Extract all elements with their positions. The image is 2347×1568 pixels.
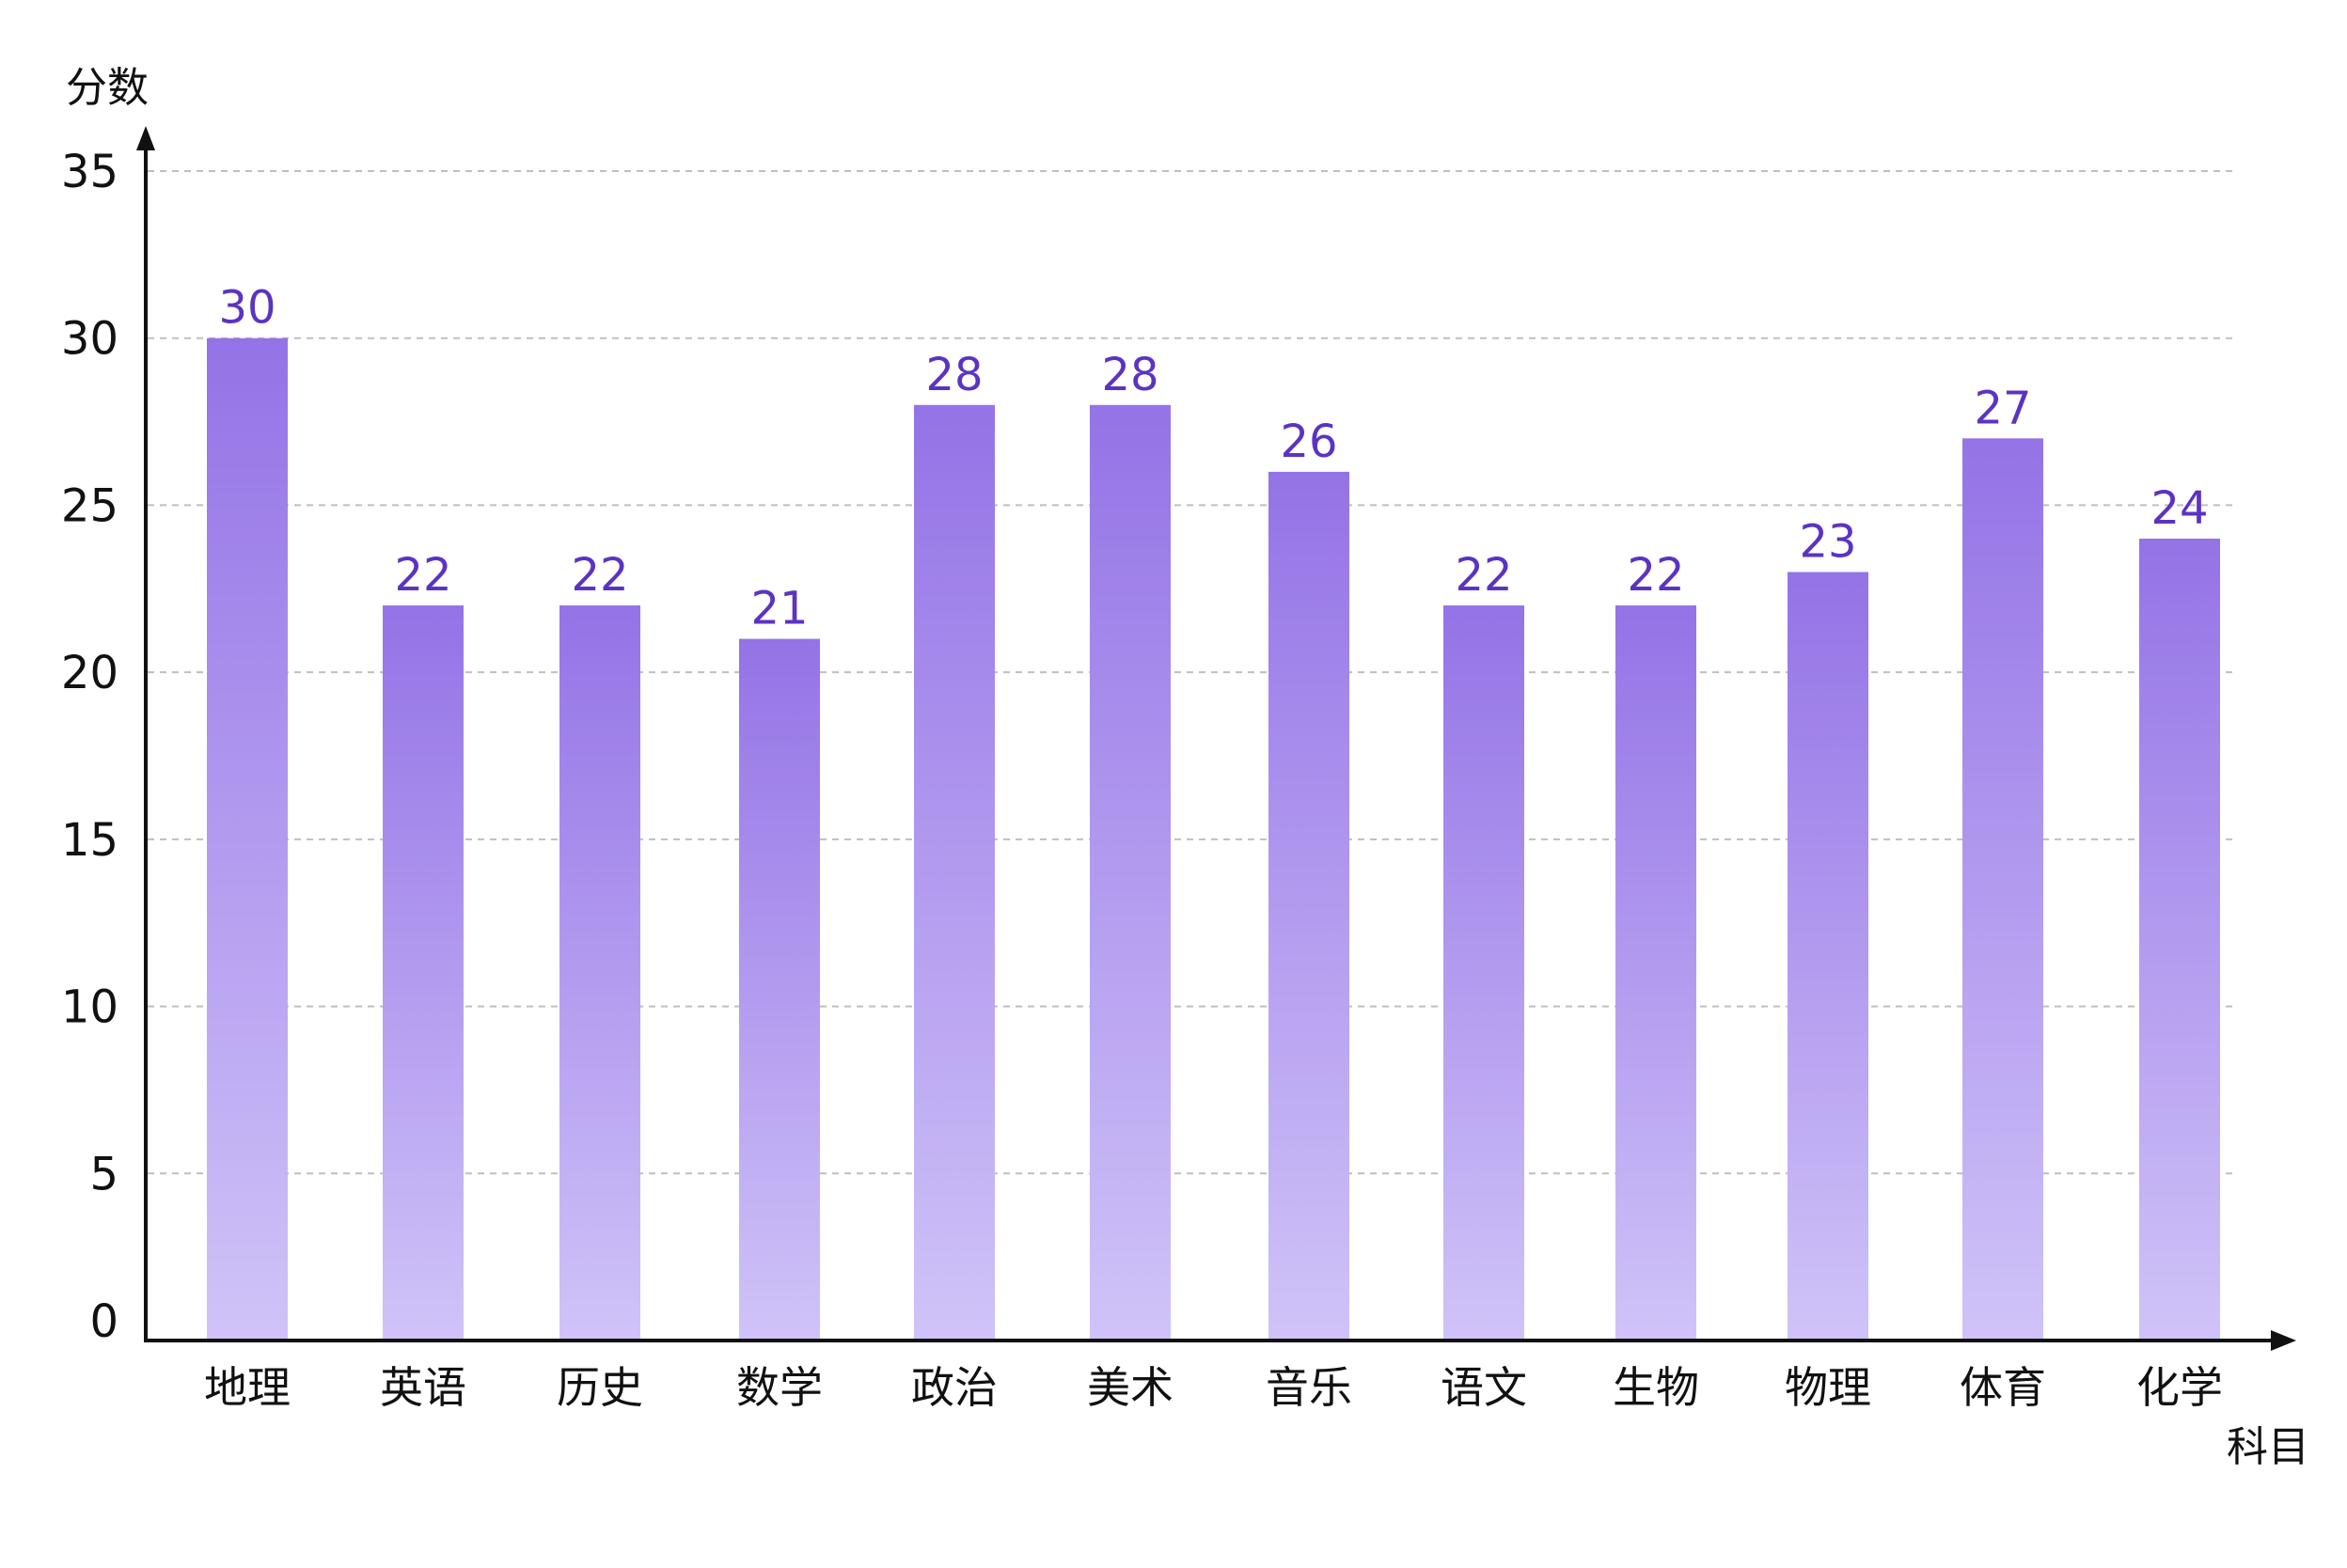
bar bbox=[383, 605, 464, 1341]
bars bbox=[207, 337, 2220, 1341]
bar bbox=[739, 638, 820, 1341]
bar bbox=[207, 337, 288, 1341]
data-label: 22 bbox=[1627, 549, 1684, 602]
y-tick-label: 15 bbox=[61, 814, 118, 867]
x-category-label: 生物 bbox=[1613, 1362, 1699, 1413]
x-category-label: 数学 bbox=[736, 1362, 823, 1413]
bar bbox=[914, 404, 995, 1341]
x-category-labels: 地理 英语 历史 数学 政治 美术 音乐 语文 生物 物理 体育 化学 bbox=[204, 1362, 2223, 1413]
y-tick-label: 10 bbox=[61, 981, 118, 1034]
x-category-label: 体育 bbox=[1960, 1362, 2046, 1413]
bar bbox=[1788, 572, 1868, 1341]
x-category-label: 物理 bbox=[1785, 1362, 1871, 1413]
x-category-label: 语文 bbox=[1441, 1362, 1527, 1413]
x-category-label: 美术 bbox=[1087, 1362, 1174, 1413]
data-label: 24 bbox=[2150, 482, 2208, 535]
x-category-label: 历史 bbox=[557, 1362, 643, 1413]
grid-lines bbox=[148, 170, 2233, 1175]
y-tick-label: 25 bbox=[61, 479, 118, 532]
y-axis-title: 分数 bbox=[66, 64, 149, 112]
y-tick-label: 20 bbox=[61, 647, 118, 699]
data-label: 23 bbox=[1799, 516, 1856, 569]
bar bbox=[1443, 605, 1524, 1341]
bar bbox=[1268, 471, 1349, 1341]
axes bbox=[136, 126, 2296, 1351]
x-axis-arrow-icon bbox=[2271, 1330, 2296, 1351]
data-label: 28 bbox=[925, 349, 983, 401]
x-category-label: 音乐 bbox=[1266, 1362, 1352, 1413]
x-category-label: 地理 bbox=[204, 1362, 291, 1413]
y-tick-labels: 0 5 10 15 20 25 30 35 bbox=[61, 146, 118, 1348]
bar bbox=[1615, 605, 1696, 1341]
bar bbox=[1090, 404, 1171, 1341]
value-labels: 30 22 22 21 28 28 26 22 22 23 27 24 bbox=[218, 282, 2208, 635]
data-label: 26 bbox=[1280, 416, 1337, 468]
data-label: 28 bbox=[1101, 349, 1158, 401]
y-tick-label: 35 bbox=[61, 146, 118, 198]
y-axis-arrow-icon bbox=[136, 126, 155, 150]
x-category-label: 政治 bbox=[911, 1362, 998, 1413]
x-category-label: 化学 bbox=[2136, 1362, 2223, 1413]
y-tick-label: 0 bbox=[89, 1295, 118, 1348]
data-label: 30 bbox=[218, 282, 276, 335]
y-tick-label: 30 bbox=[61, 313, 118, 366]
x-category-label: 英语 bbox=[380, 1362, 466, 1413]
data-label: 22 bbox=[394, 549, 451, 602]
y-tick-label: 5 bbox=[89, 1148, 118, 1200]
bar bbox=[2139, 538, 2220, 1341]
data-label: 21 bbox=[750, 583, 808, 635]
data-label: 27 bbox=[1974, 382, 2031, 434]
data-label: 22 bbox=[1455, 549, 1512, 602]
x-axis-title: 科目 bbox=[2227, 1423, 2309, 1471]
data-label: 22 bbox=[571, 549, 628, 602]
bar bbox=[559, 605, 640, 1341]
bar bbox=[1962, 438, 2043, 1341]
